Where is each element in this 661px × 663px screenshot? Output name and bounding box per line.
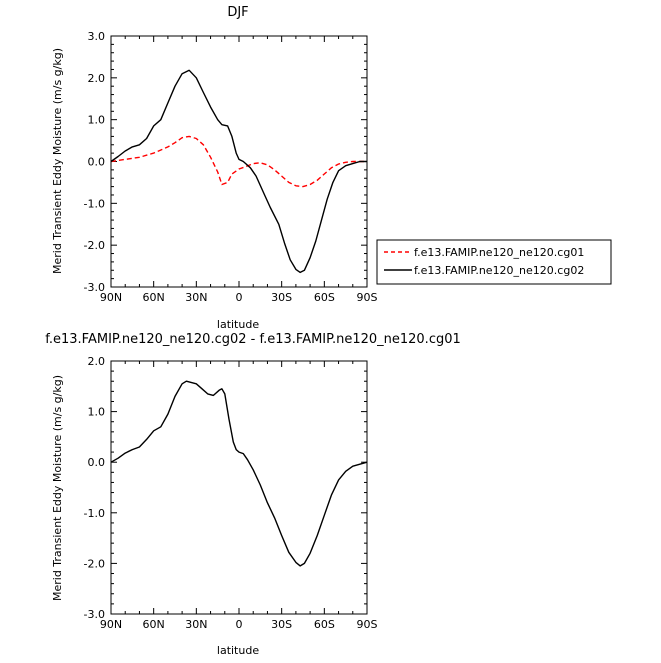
y-axis-label: Merid Transient Eddy Moisture (m/s g/kg) [51,375,64,601]
x-tick-label: 30N [185,618,207,631]
legend: f.e13.FAMIP.ne120_ne120.cg01 f.e13.FAMIP… [376,239,612,285]
series-line-difference [110,380,368,567]
x-tick-label: 90N [100,618,122,631]
x-tick-label: 90N [100,291,122,304]
plot-frame [110,360,368,615]
x-tick-label: 30S [271,618,292,631]
y-tick-label: -3.0 [84,608,105,621]
y-tick-label: -3.0 [84,281,105,294]
series-line-cg01 [110,135,367,188]
y-tick-label: 1.0 [88,406,106,419]
x-tick-label: 60S [314,291,335,304]
x-axis-label: latitude [217,644,259,657]
legend-label-cg01: f.e13.FAMIP.ne120_ne120.cg01 [414,246,584,259]
x-tick-label: 60N [143,291,165,304]
y-tick-label: 1.0 [88,114,106,127]
series-line-cg02 [110,69,367,274]
y-tick-label: 0.0 [88,156,106,169]
y-tick-label: 2.0 [88,72,106,85]
plot-title: DJF [227,5,248,20]
y-tick-label: 3.0 [88,30,106,43]
plot-frame [110,35,368,288]
x-tick-label: 30S [271,291,292,304]
legend-box [376,239,612,285]
x-tick-label: 30N [185,291,207,304]
y-tick-label: -1.0 [84,507,105,520]
x-tick-label: 90S [357,291,378,304]
x-tick-label: 60N [143,618,165,631]
x-tick-label: 0 [236,618,243,631]
y-tick-label: -2.0 [84,557,105,570]
y-tick-label: -1.0 [84,197,105,210]
legend-label-cg02: f.e13.FAMIP.ne120_ne120.cg02 [414,264,584,277]
x-tick-label: 60S [314,618,335,631]
x-tick-label: 0 [236,291,243,304]
y-tick-label: -2.0 [84,239,105,252]
x-axis-label: latitude [217,318,259,331]
y-tick-label: 2.0 [88,355,106,368]
plot-top: DJF Merid Transient Eddy Moisture (m/s g… [51,5,378,331]
y-axis-label: Merid Transient Eddy Moisture (m/s g/kg) [51,48,64,274]
y-tick-label: 0.0 [88,456,106,469]
plot-bottom: f.e13.FAMIP.ne120_ne120.cg02 - f.e13.FAM… [45,332,461,657]
plot-title: f.e13.FAMIP.ne120_ne120.cg02 - f.e13.FAM… [45,332,461,347]
x-tick-label: 90S [357,618,378,631]
